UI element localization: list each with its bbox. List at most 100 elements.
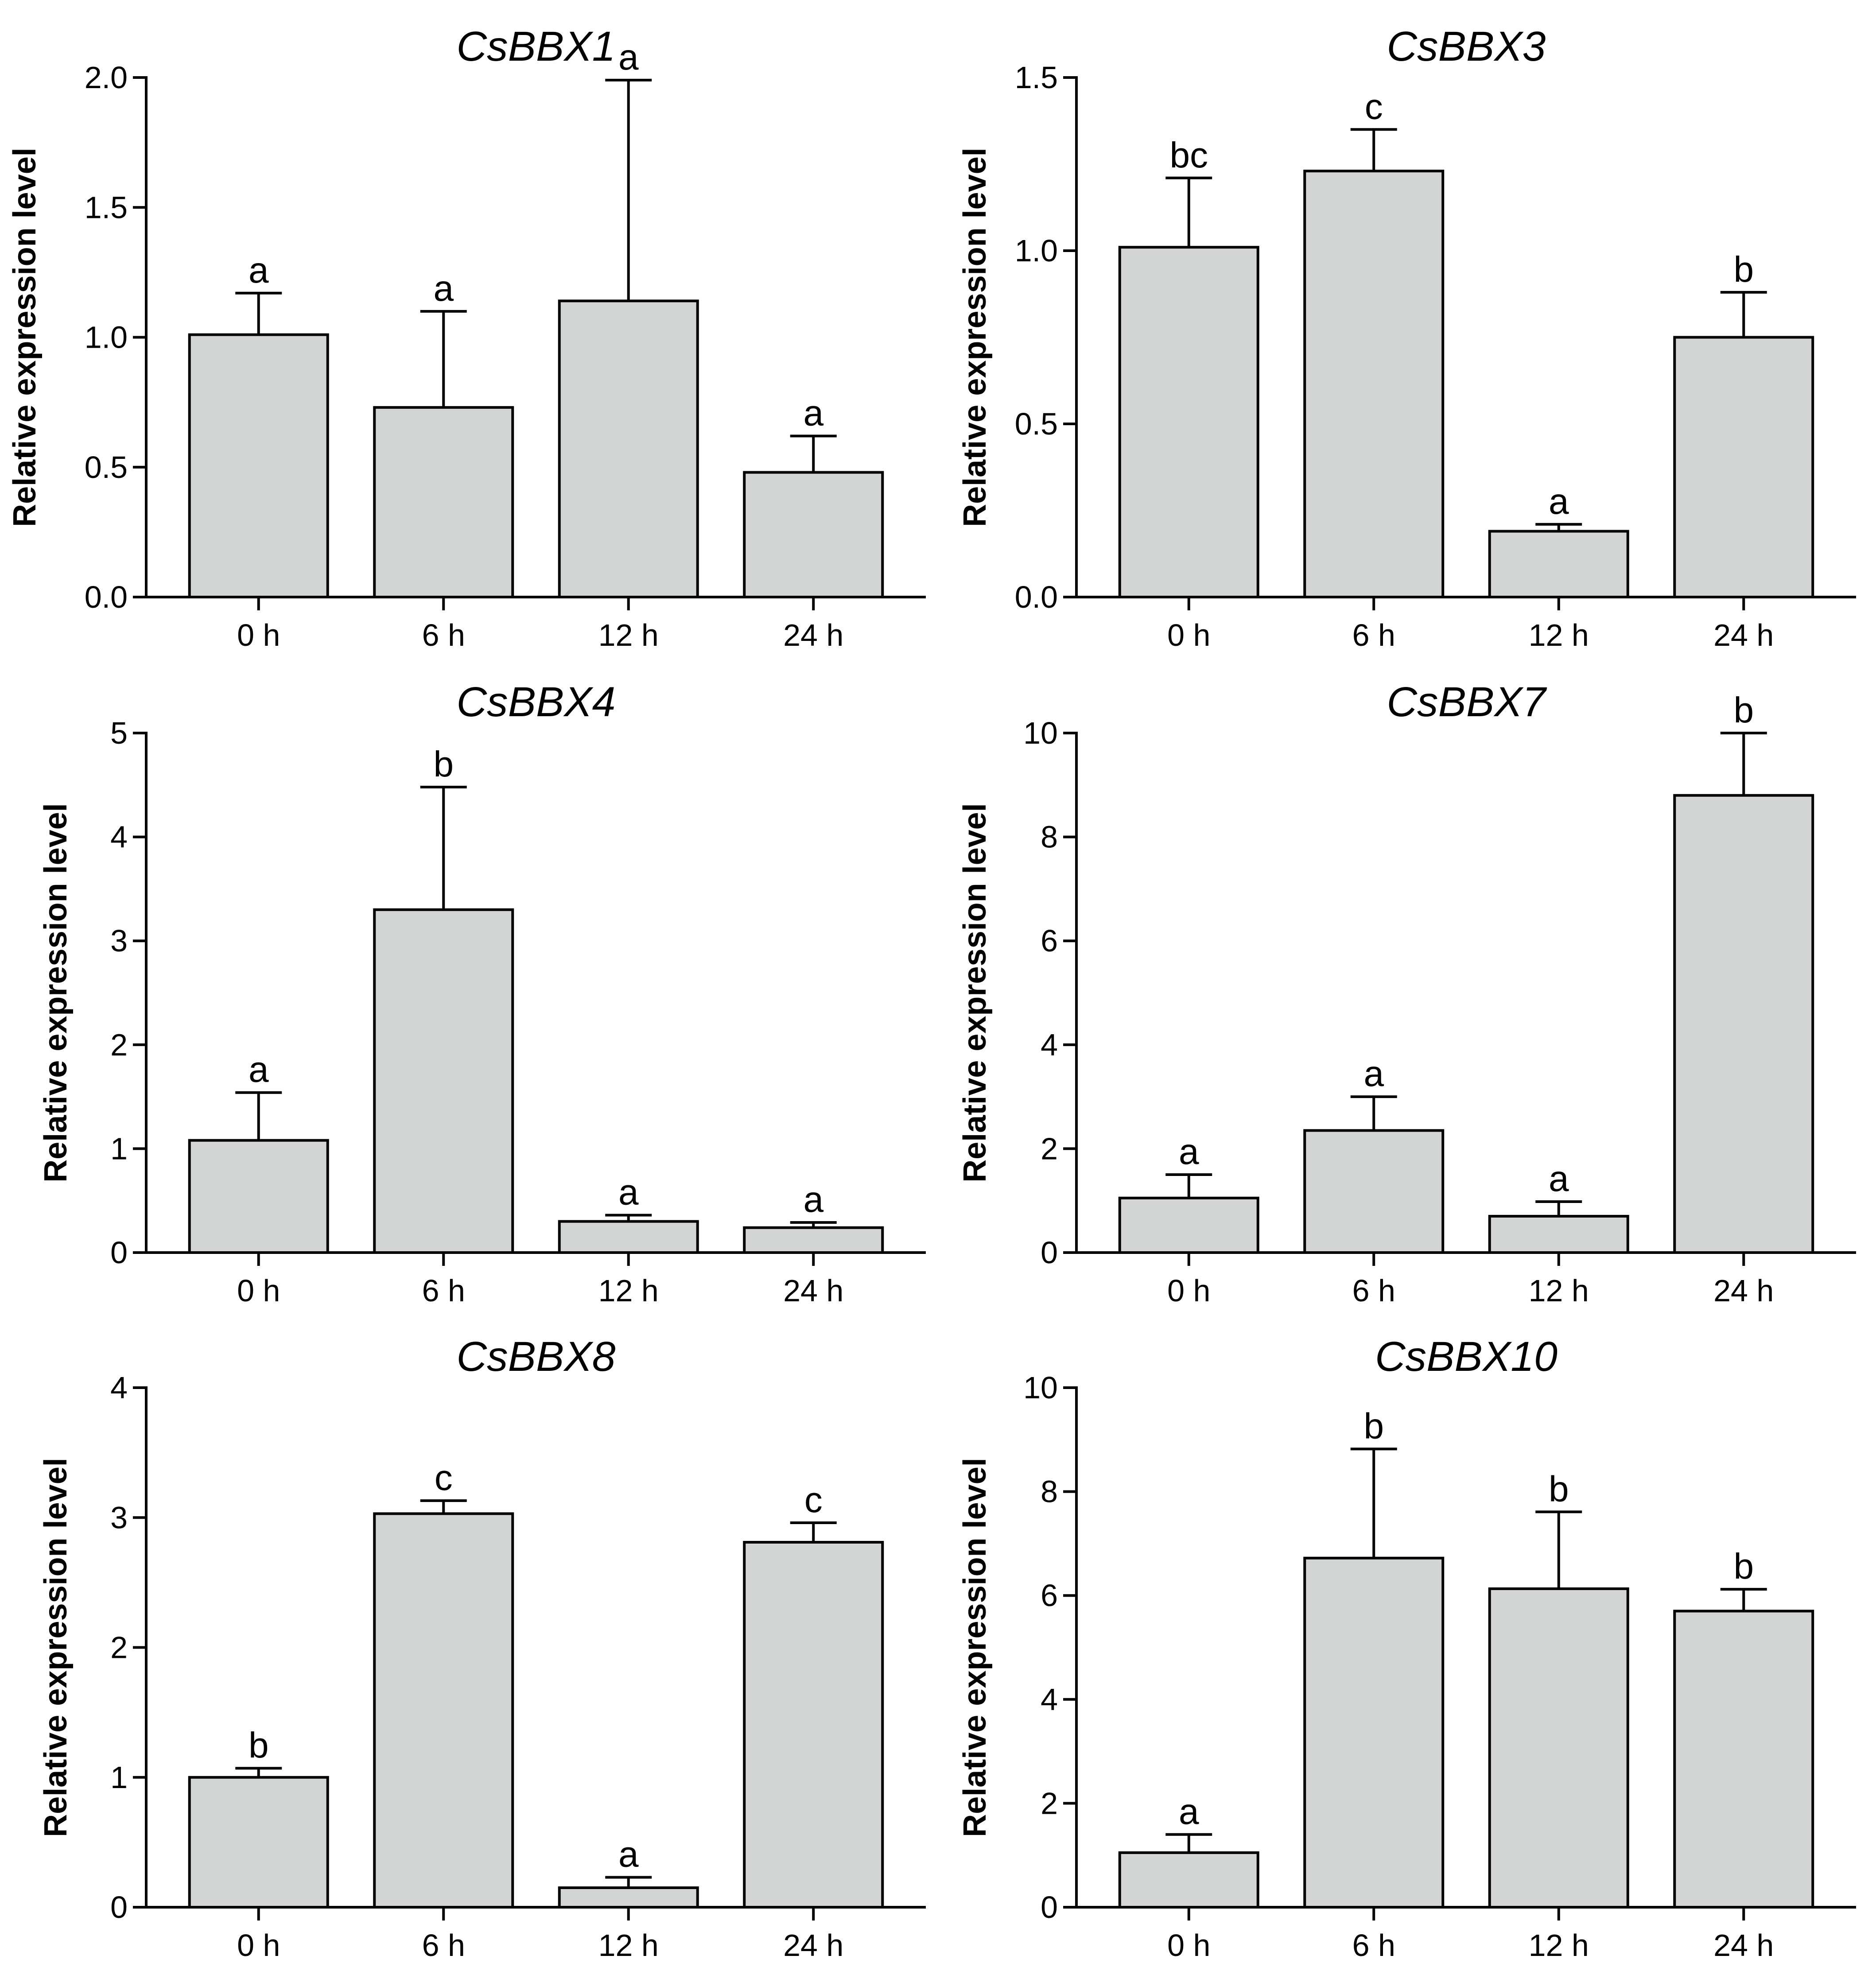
significance-label: a <box>1363 1054 1384 1094</box>
y-tick-label: 0.0 <box>85 580 128 614</box>
bar-6h <box>373 406 514 598</box>
y-tick-label: 0 <box>1041 1890 1058 1924</box>
y-axis-label: Relative expression level <box>38 803 74 1182</box>
y-tick-label: 6 <box>1041 1578 1058 1613</box>
y-tick-label: 8 <box>1041 820 1058 854</box>
chart-panel-2: CsBBX3 Relative expression level 0.0 0.5 1.0… <box>957 23 1856 652</box>
y-tick-label: 2 <box>110 1028 128 1062</box>
bar-24h <box>1673 1610 1814 1909</box>
significance-label: a <box>1549 481 1569 522</box>
y-tick-label: 2.0 <box>85 60 128 95</box>
x-tick-label: 6 h <box>1352 1928 1395 1963</box>
x-tick-label: 12 h <box>598 1928 659 1963</box>
y-tick-label: 1.5 <box>1015 60 1058 95</box>
significance-label: a <box>1549 1159 1569 1199</box>
significance-label: c <box>1365 86 1383 127</box>
y-axis-label: Relative expression level <box>7 147 43 527</box>
bar-0h <box>188 1776 329 1909</box>
y-tick-label: 4 <box>1041 1028 1058 1062</box>
x-tick-label: 0 h <box>237 618 280 652</box>
x-tick-label: 0 h <box>1167 1273 1210 1308</box>
bar-6h <box>1303 1129 1445 1254</box>
y-tick-label: 4 <box>110 820 128 854</box>
significance-label: b <box>1733 1546 1754 1587</box>
bar-24h <box>743 1540 884 1909</box>
chart-panel-1: CsBBX1 Relative expression level 0.0 0.5 1.0… <box>7 23 926 652</box>
bar-0h <box>1118 1851 1259 1909</box>
y-tick-label: 1 <box>110 1131 128 1166</box>
y-tick-label: 3 <box>110 923 128 958</box>
y-axis-label: Relative expression level <box>38 1458 74 1837</box>
chart-title: CsBBX4 <box>456 679 615 726</box>
significance-label: a <box>803 393 823 433</box>
x-tick-label: 6 h <box>422 618 465 652</box>
x-tick-label: 6 h <box>422 1928 465 1963</box>
x-tick-label: 24 h <box>783 1928 843 1963</box>
x-tick-label: 0 h <box>237 1273 280 1308</box>
y-tick-label: 6 <box>1041 923 1058 958</box>
y-tick-label: 4 <box>110 1370 128 1405</box>
significance-label: a <box>1179 1132 1199 1172</box>
bar-12h <box>558 1220 699 1254</box>
significance-label: c <box>804 1480 823 1520</box>
x-tick-label: 12 h <box>1529 1928 1589 1963</box>
chart-panel-6: CsBBX10 Relative expression level 0 2 4 6 8 10 0… <box>957 1333 1856 1963</box>
y-tick-label: 0.0 <box>1015 580 1058 614</box>
significance-label: a <box>249 250 269 291</box>
y-tick-label: 0 <box>110 1890 128 1924</box>
y-tick-label: 0 <box>1041 1235 1058 1270</box>
significance-label: bc <box>1169 135 1208 175</box>
x-tick-label: 0 h <box>237 1928 280 1963</box>
significance-label: a <box>618 37 639 78</box>
bar-6h <box>1303 1556 1445 1909</box>
y-tick-label: 4 <box>1041 1682 1058 1717</box>
significance-label: a <box>618 1172 639 1213</box>
y-tick-label: 10 <box>1023 1370 1058 1405</box>
y-axis-label: Relative expression level <box>957 803 993 1182</box>
chart-title: CsBBX10 <box>1375 1333 1558 1380</box>
y-tick-label: 0 <box>110 1235 128 1270</box>
chart-panel-5: CsBBX8 Relative expression level 0 1 2 3 4 0 h b… <box>38 1333 926 1963</box>
bar-24h <box>743 1226 884 1254</box>
y-tick-label: 8 <box>1041 1474 1058 1509</box>
bar-12h <box>1488 530 1629 599</box>
chart-panel-3: CsBBX4 Relative expression level 0 1 2 3 4 5 0 h… <box>38 679 926 1308</box>
bar-12h <box>1488 1587 1629 1909</box>
chart-panel-4: CsBBX7 Relative expression level 0 2 4 6 8 10 0 … <box>957 679 1856 1308</box>
y-tick-label: 2 <box>1041 1786 1058 1820</box>
significance-label: b <box>433 744 454 784</box>
x-tick-label: 24 h <box>783 618 843 652</box>
x-tick-label: 24 h <box>1713 618 1774 652</box>
significance-label: b <box>249 1725 269 1765</box>
significance-label: a <box>618 1835 639 1875</box>
significance-label: b <box>1363 1406 1384 1446</box>
y-tick-label: 1.0 <box>85 320 128 355</box>
chart-title: CsBBX1 <box>456 23 615 70</box>
significance-label: a <box>249 1050 269 1090</box>
significance-label: a <box>433 268 454 309</box>
bar-6h <box>1303 170 1445 598</box>
chart-title: CsBBX7 <box>1387 679 1547 726</box>
x-tick-label: 12 h <box>1529 618 1589 652</box>
x-tick-label: 6 h <box>422 1273 465 1308</box>
y-tick-label: 2 <box>110 1630 128 1665</box>
x-tick-label: 24 h <box>1713 1273 1774 1308</box>
bar-12h <box>1488 1214 1629 1254</box>
y-axis-label: Relative expression level <box>957 147 993 527</box>
x-tick-label: 12 h <box>598 1273 659 1308</box>
significance-label: b <box>1733 249 1754 290</box>
significance-label: c <box>435 1458 453 1498</box>
y-tick-label: 1 <box>110 1760 128 1795</box>
bar-0h <box>188 333 329 598</box>
bar-12h <box>558 299 699 598</box>
y-tick-label: 0.5 <box>1015 407 1058 441</box>
chart-title: CsBBX3 <box>1387 23 1546 70</box>
bar-24h <box>1673 794 1814 1254</box>
x-tick-label: 24 h <box>783 1273 843 1308</box>
x-tick-label: 6 h <box>1352 618 1395 652</box>
y-tick-label: 1.5 <box>85 190 128 225</box>
y-tick-label: 5 <box>110 716 128 750</box>
x-tick-label: 0 h <box>1167 1928 1210 1963</box>
bar-6h <box>373 1512 514 1909</box>
bar-12h <box>558 1886 699 1909</box>
